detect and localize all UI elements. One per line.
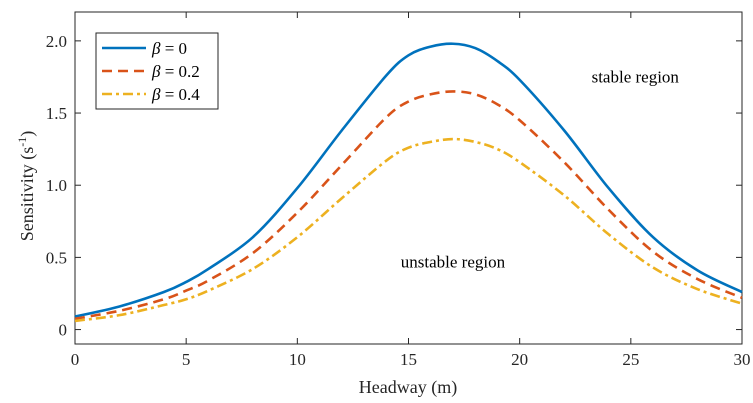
ticks-layer: 0 5 10 15 20 25 30 0 0.5 1.0 1.5 2.0 bbox=[46, 12, 751, 369]
x-tick-label: 25 bbox=[622, 350, 639, 369]
y-axis-label-main: Sensitivity (s bbox=[17, 147, 38, 242]
y-tick-label: 0.5 bbox=[46, 248, 67, 267]
series-layer bbox=[74, 42, 743, 323]
legend-beta-symbol: β bbox=[151, 85, 161, 104]
x-tick-label: 15 bbox=[400, 350, 417, 369]
y-axis-label: Sensitivity (s-1) bbox=[15, 131, 38, 242]
series-line-1 bbox=[74, 42, 743, 318]
legend-label-3: β = 0.4 bbox=[151, 85, 200, 104]
legend-beta-value: = 0.2 bbox=[160, 62, 199, 81]
legend-label-1: β = 0 bbox=[151, 39, 187, 58]
y-tick-label: 0 bbox=[59, 321, 68, 340]
x-tick-label: 20 bbox=[511, 350, 528, 369]
y-tick-label: 2.0 bbox=[46, 32, 67, 51]
x-tick-label: 30 bbox=[734, 350, 751, 369]
legend: β = 0β = 0.2β = 0.4 bbox=[95, 32, 219, 110]
y-axis-label-superscript: -1 bbox=[15, 137, 29, 147]
x-axis-label: Headway (m) bbox=[359, 377, 457, 398]
annotation-stable-region: stable region bbox=[592, 68, 680, 87]
x-tick-label: 10 bbox=[289, 350, 306, 369]
annotation-layer: stable region unstable region bbox=[401, 68, 680, 272]
legend-box bbox=[95, 32, 219, 110]
legend-label-2: β = 0.2 bbox=[151, 62, 200, 81]
legend-beta-value: = 0.4 bbox=[160, 85, 200, 104]
y-tick-label: 1.5 bbox=[46, 104, 67, 123]
annotation-unstable-region: unstable region bbox=[401, 252, 506, 271]
y-axis-label-close: ) bbox=[17, 131, 38, 137]
legend-beta-symbol: β bbox=[151, 62, 161, 81]
series-line-3 bbox=[74, 137, 743, 323]
series-line-2 bbox=[74, 90, 743, 321]
legend-beta-value: = 0 bbox=[160, 39, 187, 58]
y-tick-label: 1.0 bbox=[46, 176, 67, 195]
legend-beta-symbol: β bbox=[151, 39, 161, 58]
x-tick-label: 5 bbox=[182, 350, 191, 369]
x-tick-label: 0 bbox=[71, 350, 80, 369]
